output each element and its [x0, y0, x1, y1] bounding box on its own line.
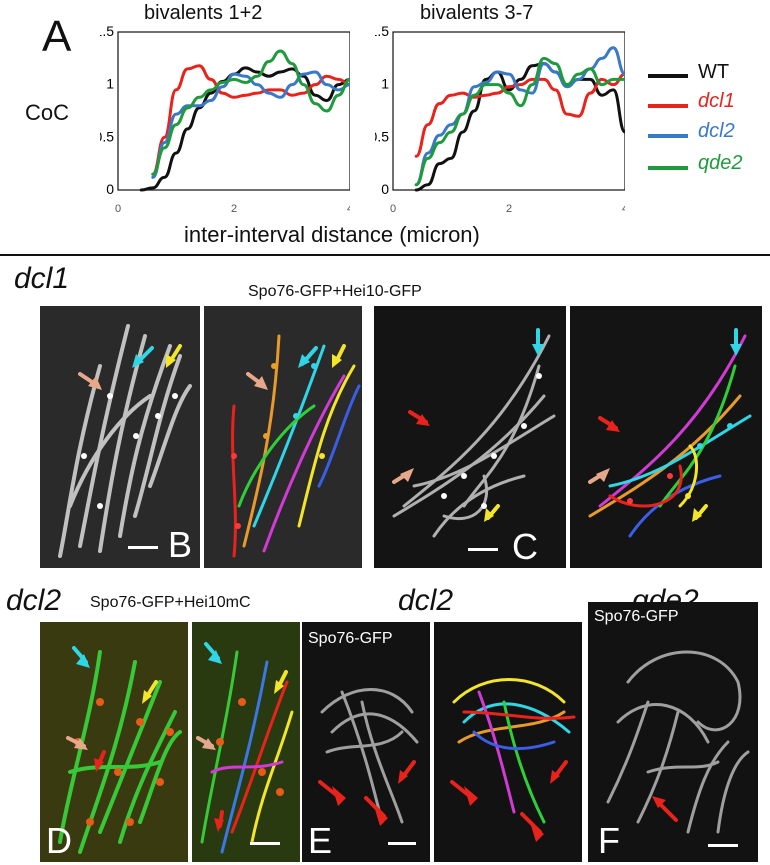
panel-f-letter: F: [598, 820, 620, 861]
panel-a-letter: A: [42, 12, 72, 61]
dcl2-mid-title: dcl2: [398, 584, 454, 617]
plot-frame: [392, 31, 625, 191]
x-tick-label: 4: [622, 203, 625, 215]
micrograph-e-traced: [434, 622, 582, 862]
chart-1: 0 0.5 1 1.5 0 2 4: [100, 23, 350, 215]
legend-item: qde2: [644, 152, 770, 180]
scale-bar: [128, 546, 158, 549]
panel-d-letter: D: [46, 820, 72, 861]
x-axis-label: inter-interval distance (micron): [184, 222, 480, 247]
micrograph-c: C: [374, 306, 566, 568]
spo76-label-e: Spo76-GFP: [308, 630, 393, 647]
dcl2-left-subtitle: Spo76-GFP+Hei10mC: [90, 594, 251, 611]
series-line-qde2: [414, 56, 625, 187]
legend-item: dcl2: [644, 120, 770, 148]
y-tick-label: 0.5: [375, 128, 389, 144]
micrograph-b-traced: [204, 306, 362, 568]
y-tick-label: 0: [106, 181, 114, 197]
dcl1-section-title: dcl1: [14, 262, 70, 295]
micrograph-d-traced: [192, 622, 300, 862]
series-line-dcl1: [151, 64, 350, 176]
x-tick-label: 2: [231, 203, 237, 215]
legend-label-dcl1: dcl1: [698, 90, 735, 112]
series-line-dcl2: [151, 70, 350, 179]
scale-bar: [468, 548, 498, 551]
micrograph-b: B: [40, 306, 200, 568]
panel-b-letter: B: [168, 524, 193, 565]
legend-label-dcl2: dcl2: [698, 120, 735, 142]
y-tick-label: 0.5: [100, 128, 114, 144]
series-line-qde2: [151, 49, 350, 176]
legend-swatch-dcl1: [648, 104, 688, 108]
x-tick-label: 4: [347, 203, 350, 215]
legend-swatch-dcl2: [648, 134, 688, 138]
scale-bar: [708, 844, 738, 847]
chart-2-title: bivalents 3-7: [420, 2, 534, 24]
y-tick-label: 1.5: [100, 23, 114, 39]
section-divider: [0, 254, 770, 256]
legend-label-qde2: qde2: [698, 152, 743, 174]
chart-2: 0 0.5 1 1.5 0 2 4: [375, 23, 625, 215]
legend: WT dcl1 dcl2 qde2: [644, 58, 770, 198]
y-tick-label: 1: [381, 76, 389, 92]
micrograph-f: Spo76-GFP F: [588, 602, 758, 862]
scale-bar: [250, 842, 280, 845]
legend-item: dcl1: [644, 90, 770, 118]
scale-bar: [388, 842, 416, 845]
y-axis-label: CoC: [25, 100, 70, 125]
series-line-dcl1: [414, 72, 625, 158]
spo76-label-f: Spo76-GFP: [594, 608, 679, 625]
legend-label-wt: WT: [698, 61, 730, 83]
legend-item: WT: [644, 58, 770, 86]
y-tick-label: 0: [381, 181, 389, 197]
y-tick-label: 1: [106, 76, 114, 92]
panel-c-letter: C: [512, 526, 538, 567]
micrograph-d: D: [40, 622, 188, 862]
series-line-dcl2: [414, 46, 625, 187]
legend-swatch-wt: [648, 74, 688, 78]
panel-e-letter: E: [308, 820, 333, 861]
x-tick-label: 2: [506, 203, 512, 215]
plot-frame: [117, 31, 350, 191]
legend-swatch-qde2: [648, 166, 688, 170]
x-tick-label: 0: [115, 203, 121, 215]
dcl1-section-subtitle: Spo76-GFP+Hei10-GFP: [248, 283, 422, 300]
series-line-wt: [139, 66, 350, 192]
micrograph-c-traced: [570, 306, 762, 568]
dcl2-left-title: dcl2: [6, 584, 62, 617]
micrograph-e: Spo76-GFP E: [302, 622, 430, 862]
x-tick-label: 0: [390, 203, 396, 215]
chart-1-title: bivalents 1+2: [144, 2, 263, 24]
series-line-wt: [414, 62, 625, 192]
y-tick-label: 1.5: [375, 23, 389, 39]
